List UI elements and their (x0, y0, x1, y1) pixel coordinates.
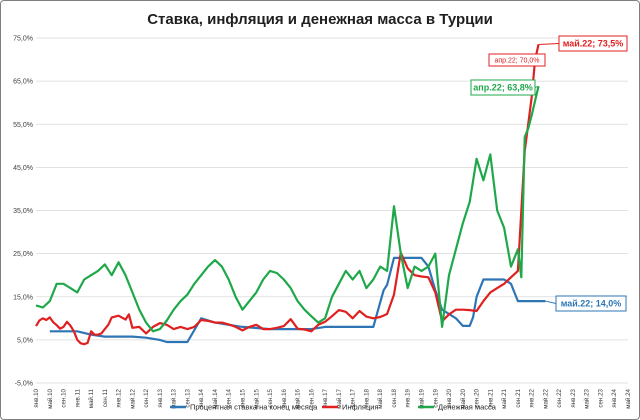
x-tick-label: янв.12 (116, 388, 123, 407)
x-tick-label: май.12 (129, 388, 136, 408)
x-tick-label: сен.18 (391, 388, 398, 407)
callout-leader (538, 43, 560, 45)
callout-label: апр.22; 63,8% (473, 83, 532, 93)
annotation-callout: апр.22; 63,8% (470, 79, 539, 96)
x-tick-label: май.19 (418, 388, 425, 408)
series-group (35, 44, 546, 346)
chart-title: Ставка, инфляция и денежная масса в Турц… (147, 11, 493, 28)
series-line-1 (49, 256, 546, 344)
x-tick-label: май.23 (584, 388, 591, 408)
series-line-2 (35, 44, 540, 346)
callout-label: апр.22; 70,0% (494, 58, 539, 65)
callout-label: май.22; 14,0% (561, 299, 622, 309)
y-tick-label: 75,0% (13, 36, 33, 43)
x-tick-label: янв.19 (405, 388, 412, 407)
x-tick-label: янв.17 (322, 388, 329, 407)
x-tick-label: май.11 (88, 388, 95, 408)
annotation-callout: апр.22; 70,0% (488, 53, 546, 67)
x-tick-label: май.16 (295, 388, 302, 408)
x-tick-label: янв.13 (157, 388, 164, 407)
x-tick-label: янв.23 (570, 388, 577, 407)
x-tick-label: сен.22 (556, 388, 563, 407)
y-axis: -5,0% 5,0% 15,0% 25,0% 35,0% 45,0% 55,0% 65,0% 7… (13, 36, 33, 388)
annotation-callout: май.22; 73,5% (538, 35, 628, 52)
x-tick-label: май.24 (625, 388, 632, 408)
series-line-3 (35, 86, 540, 333)
x-tick-label: янв.18 (363, 388, 370, 407)
x-tick-label: янв.15 (240, 388, 247, 407)
x-tick-label: май.17 (336, 388, 343, 408)
x-tick-label: янв.22 (529, 388, 536, 407)
y-tick-label: 35,0% (13, 208, 33, 215)
x-axis: янв.10 май.10 сен.10 янв.11 май.11 сен.11 янв.… (33, 388, 632, 408)
y-tick-label: 25,0% (13, 251, 33, 258)
x-tick-label: сен.14 (226, 388, 233, 407)
x-tick-label: май.14 (212, 388, 219, 408)
callout-box (470, 79, 536, 96)
legend-label: Денежная масса (438, 403, 497, 412)
legend: Процентная ставка на конец месяца Инфляци… (170, 403, 497, 412)
callout-label: май.22; 73,5% (563, 39, 624, 49)
x-tick-label: сен.21 (515, 388, 522, 407)
x-tick-label: янв.24 (611, 388, 618, 407)
legend-item: Процентная ставка на конец месяца (170, 403, 318, 412)
callout-box (558, 35, 628, 52)
x-tick-label: сен.13 (184, 388, 191, 407)
callout-leader (545, 300, 557, 304)
legend-label: Процентная ставка на конец месяца (190, 403, 318, 412)
x-tick-label: сен.23 (597, 388, 604, 407)
x-tick-label: сен.17 (350, 388, 357, 407)
y-tick-label: 5,0% (17, 337, 33, 344)
legend-label: Инфляция (342, 403, 379, 412)
annotation-callout: май.22; 14,0% (545, 295, 627, 312)
callout-leader (534, 85, 539, 88)
callout-box (555, 295, 627, 312)
x-tick-label: сен.19 (432, 388, 439, 407)
y-tick-label: 65,0% (13, 79, 33, 86)
x-tick-label: сен.10 (61, 388, 68, 407)
x-tick-label: сен.16 (308, 388, 315, 407)
x-tick-label: янв.10 (33, 388, 40, 407)
x-tick-label: сен.15 (267, 388, 274, 407)
x-tick-label: сен.11 (102, 388, 109, 407)
x-tick-label: сен.12 (143, 388, 150, 407)
x-tick-label: май.13 (171, 388, 178, 408)
x-tick-label: янв.21 (487, 388, 494, 407)
x-tick-label: май.18 (377, 388, 384, 408)
x-tick-label: май.20 (460, 388, 467, 408)
x-tick-label: май.10 (47, 388, 54, 408)
x-tick-label: май.21 (501, 388, 508, 408)
grid (36, 37, 628, 384)
y-tick-label: -5,0% (15, 381, 33, 388)
legend-item: Инфляция (322, 403, 379, 412)
x-tick-label: май.22 (542, 388, 549, 408)
x-tick-label: янв.20 (446, 388, 453, 407)
x-tick-label: сен.20 (474, 388, 481, 407)
x-tick-label: янв.11 (74, 388, 81, 407)
callout-box (488, 53, 546, 67)
y-tick-label: 15,0% (13, 294, 33, 301)
x-tick-label: янв.14 (198, 388, 205, 407)
x-tick-label: май.15 (253, 388, 260, 408)
x-tick-label: янв.16 (281, 388, 288, 407)
annotations: май.22; 73,5% апр.22; 70,0% апр.22; 63,8% м… (470, 35, 628, 312)
y-tick-label: 55,0% (13, 122, 33, 129)
legend-item: Денежная масса (418, 403, 497, 412)
y-tick-label: 45,0% (13, 165, 33, 172)
